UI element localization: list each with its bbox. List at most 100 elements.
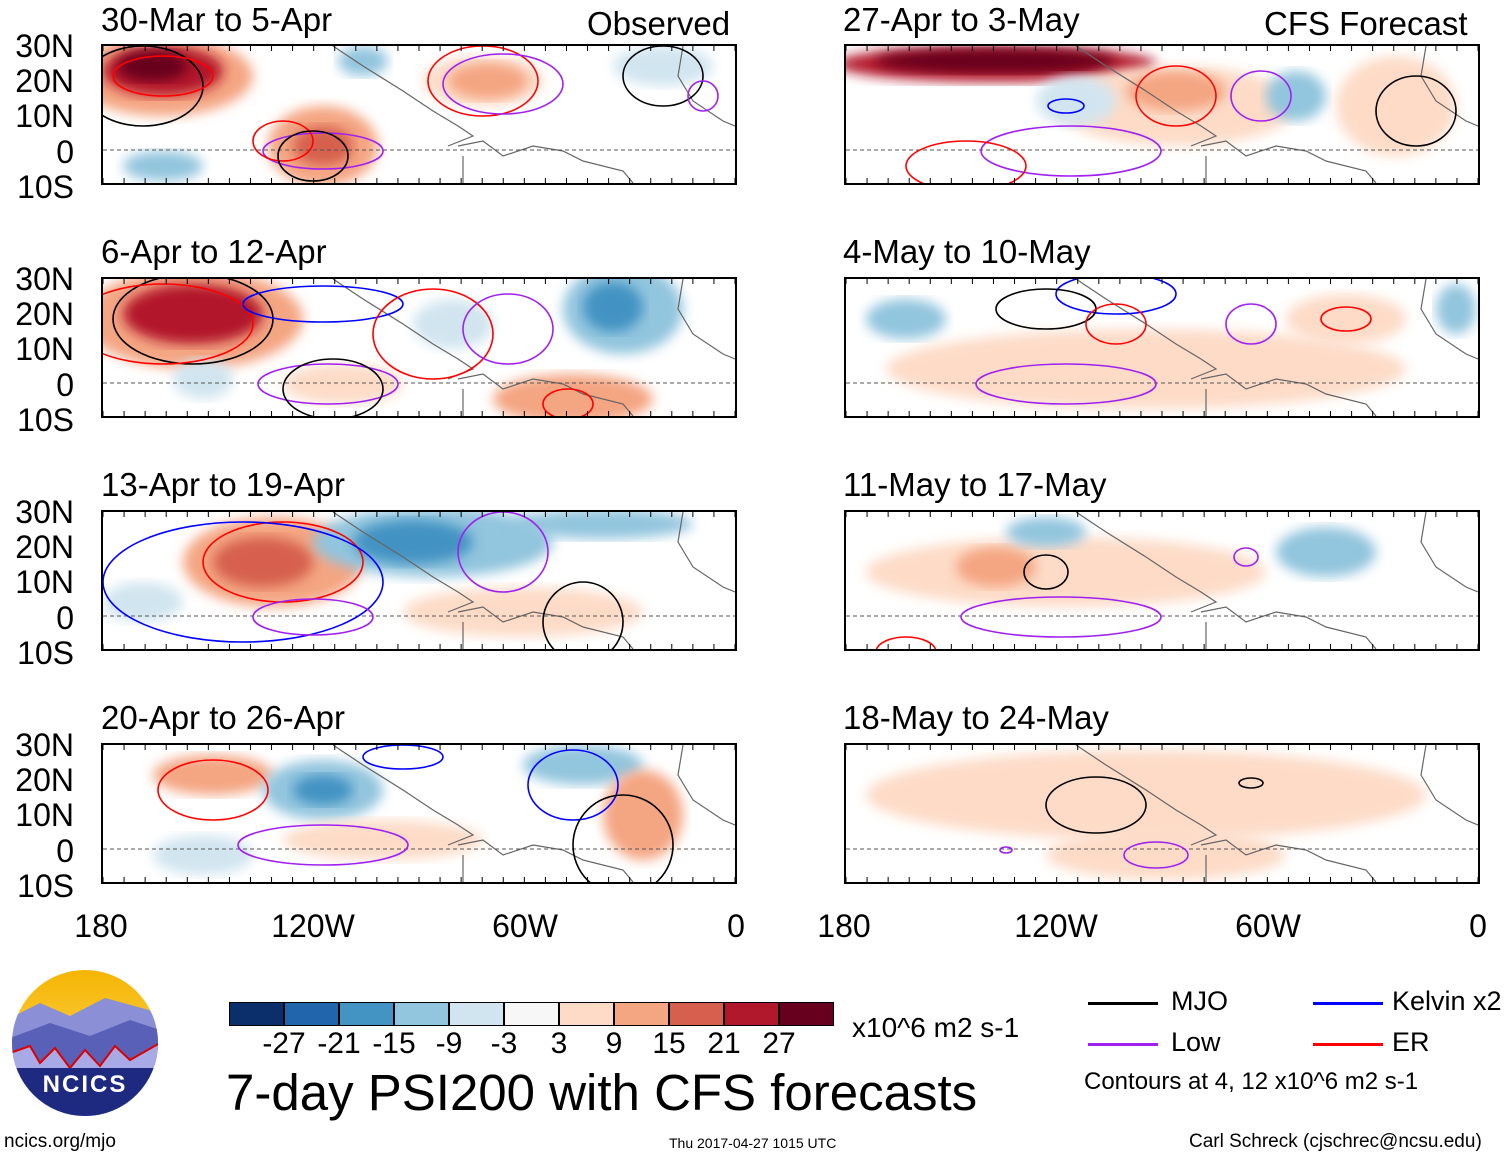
legend-label: ER: [1392, 1027, 1430, 1057]
contour-line: [1085, 303, 1147, 345]
anomaly-shading: [123, 284, 263, 344]
contour-line: [282, 358, 384, 416]
lat-label: 20N: [15, 529, 74, 566]
contour-line: [1230, 70, 1292, 122]
contour-line: [995, 288, 1097, 330]
anomaly-shading: [173, 359, 233, 399]
anomaly-shading: [338, 46, 388, 76]
contour-line: [905, 140, 1027, 183]
colorbar-swatch: [449, 1002, 504, 1026]
anomaly-shading: [583, 282, 643, 332]
lat-label: 20N: [15, 63, 74, 100]
anomaly-shading: [403, 587, 643, 637]
lon-label: 60W: [492, 908, 558, 944]
colorbar-label: -21: [317, 1027, 361, 1060]
lat-label: 0: [56, 599, 74, 636]
colorbar-swatch: [724, 1002, 779, 1026]
colorbar-swatch: [669, 1002, 724, 1026]
lat-label: 30N: [15, 261, 74, 297]
colorbar-swatch: [504, 1002, 559, 1026]
map-panel-forecast-2: [844, 277, 1480, 418]
panel-title: 6-Apr to 12-Apr: [101, 233, 327, 270]
lon-label: 180: [74, 908, 128, 944]
lat-label: 0: [56, 832, 74, 869]
contour-line: [999, 846, 1013, 854]
contour-line: [362, 745, 444, 770]
anomaly-shading: [876, 49, 1116, 73]
colorbar-swatch: [779, 1002, 834, 1026]
contour-line: [462, 293, 554, 365]
contour-line: [1055, 279, 1177, 315]
colorbar-swatch: [229, 1002, 284, 1026]
footer-url[interactable]: ncics.org/mjo: [4, 1131, 116, 1152]
colorbar-label: 3: [550, 1027, 568, 1060]
anomaly-shading: [448, 63, 528, 99]
anomaly-shading: [613, 46, 713, 86]
contour-line: [542, 581, 624, 649]
anomaly-shading: [283, 364, 403, 404]
contour-line: [112, 55, 214, 97]
panel-title: 30-Mar to 5-Apr: [101, 1, 333, 38]
panel-title: 4-May to 10-May: [843, 233, 1091, 270]
anomaly-shading: [1126, 71, 1226, 111]
panel-title: 11-May to 17-May: [843, 466, 1107, 503]
coastline: [332, 745, 735, 882]
contour-line: [257, 363, 399, 405]
anomaly-shading: [513, 512, 693, 539]
contour-line: [542, 388, 594, 416]
contour-line: [1238, 777, 1264, 789]
colorbar-label: -15: [372, 1027, 416, 1060]
colorbar-label: -27: [262, 1027, 306, 1060]
coastline: [332, 46, 735, 183]
map-panel-observed-1: [101, 44, 737, 185]
anomaly-shading: [293, 775, 353, 805]
legend-line-mjo: [1088, 1002, 1158, 1005]
map-panel-forecast-3: [844, 510, 1480, 651]
anomaly-shading: [153, 835, 253, 875]
map-panel-forecast-4: [844, 743, 1480, 884]
contour-line: [975, 363, 1157, 405]
panel-title: 13-Apr to 19-Apr: [101, 466, 345, 503]
anomaly-shading: [956, 547, 1036, 587]
colorbar-units: x10^6 m2 s-1: [852, 1012, 1020, 1043]
lat-label: 30N: [15, 28, 74, 64]
anomaly-shading: [886, 329, 1406, 409]
contour-line: [112, 279, 274, 365]
anomaly-shading: [866, 750, 1426, 840]
anomaly-shading: [103, 582, 183, 622]
contour-line: [980, 125, 1162, 177]
anomaly-shading: [293, 126, 353, 166]
colorbar-label: 27: [762, 1027, 796, 1060]
contour-line: [1320, 306, 1372, 332]
coastline: [332, 279, 735, 416]
colorbar-label: 21: [707, 1027, 741, 1060]
coastline: [1075, 512, 1478, 649]
contour-line: [1047, 98, 1085, 114]
anomaly-shading: [1266, 71, 1326, 121]
colorbar-swatch: [339, 1002, 394, 1026]
lat-label: 30N: [15, 494, 74, 530]
lon-label: 60W: [1235, 908, 1301, 944]
contour-line: [622, 46, 704, 107]
lon-label: 120W: [271, 908, 355, 944]
lat-label: 10S: [17, 867, 74, 904]
timestamp: Thu 2017-04-27 1015 UTC: [669, 1135, 837, 1151]
anomaly-shading: [1046, 830, 1286, 880]
lat-label: 10N: [15, 331, 74, 368]
contour-line: [372, 288, 494, 380]
contour-line: [875, 636, 937, 649]
contour-line: [262, 132, 384, 170]
anomaly-shading: [866, 299, 946, 339]
legend-line-er: [1313, 1043, 1383, 1046]
colorbar-label: -9: [435, 1027, 463, 1060]
contour-line: [1123, 841, 1189, 869]
colorbar-swatch: [614, 1002, 669, 1026]
contour-line: [277, 130, 349, 182]
colorbar-label: 15: [652, 1027, 686, 1060]
contour-line: [252, 598, 374, 636]
contour-line: [252, 120, 314, 162]
coastline: [332, 512, 735, 649]
colorbar-label: 9: [605, 1027, 623, 1060]
colorbar-swatch: [284, 1002, 339, 1026]
anomaly-shading: [603, 770, 683, 860]
